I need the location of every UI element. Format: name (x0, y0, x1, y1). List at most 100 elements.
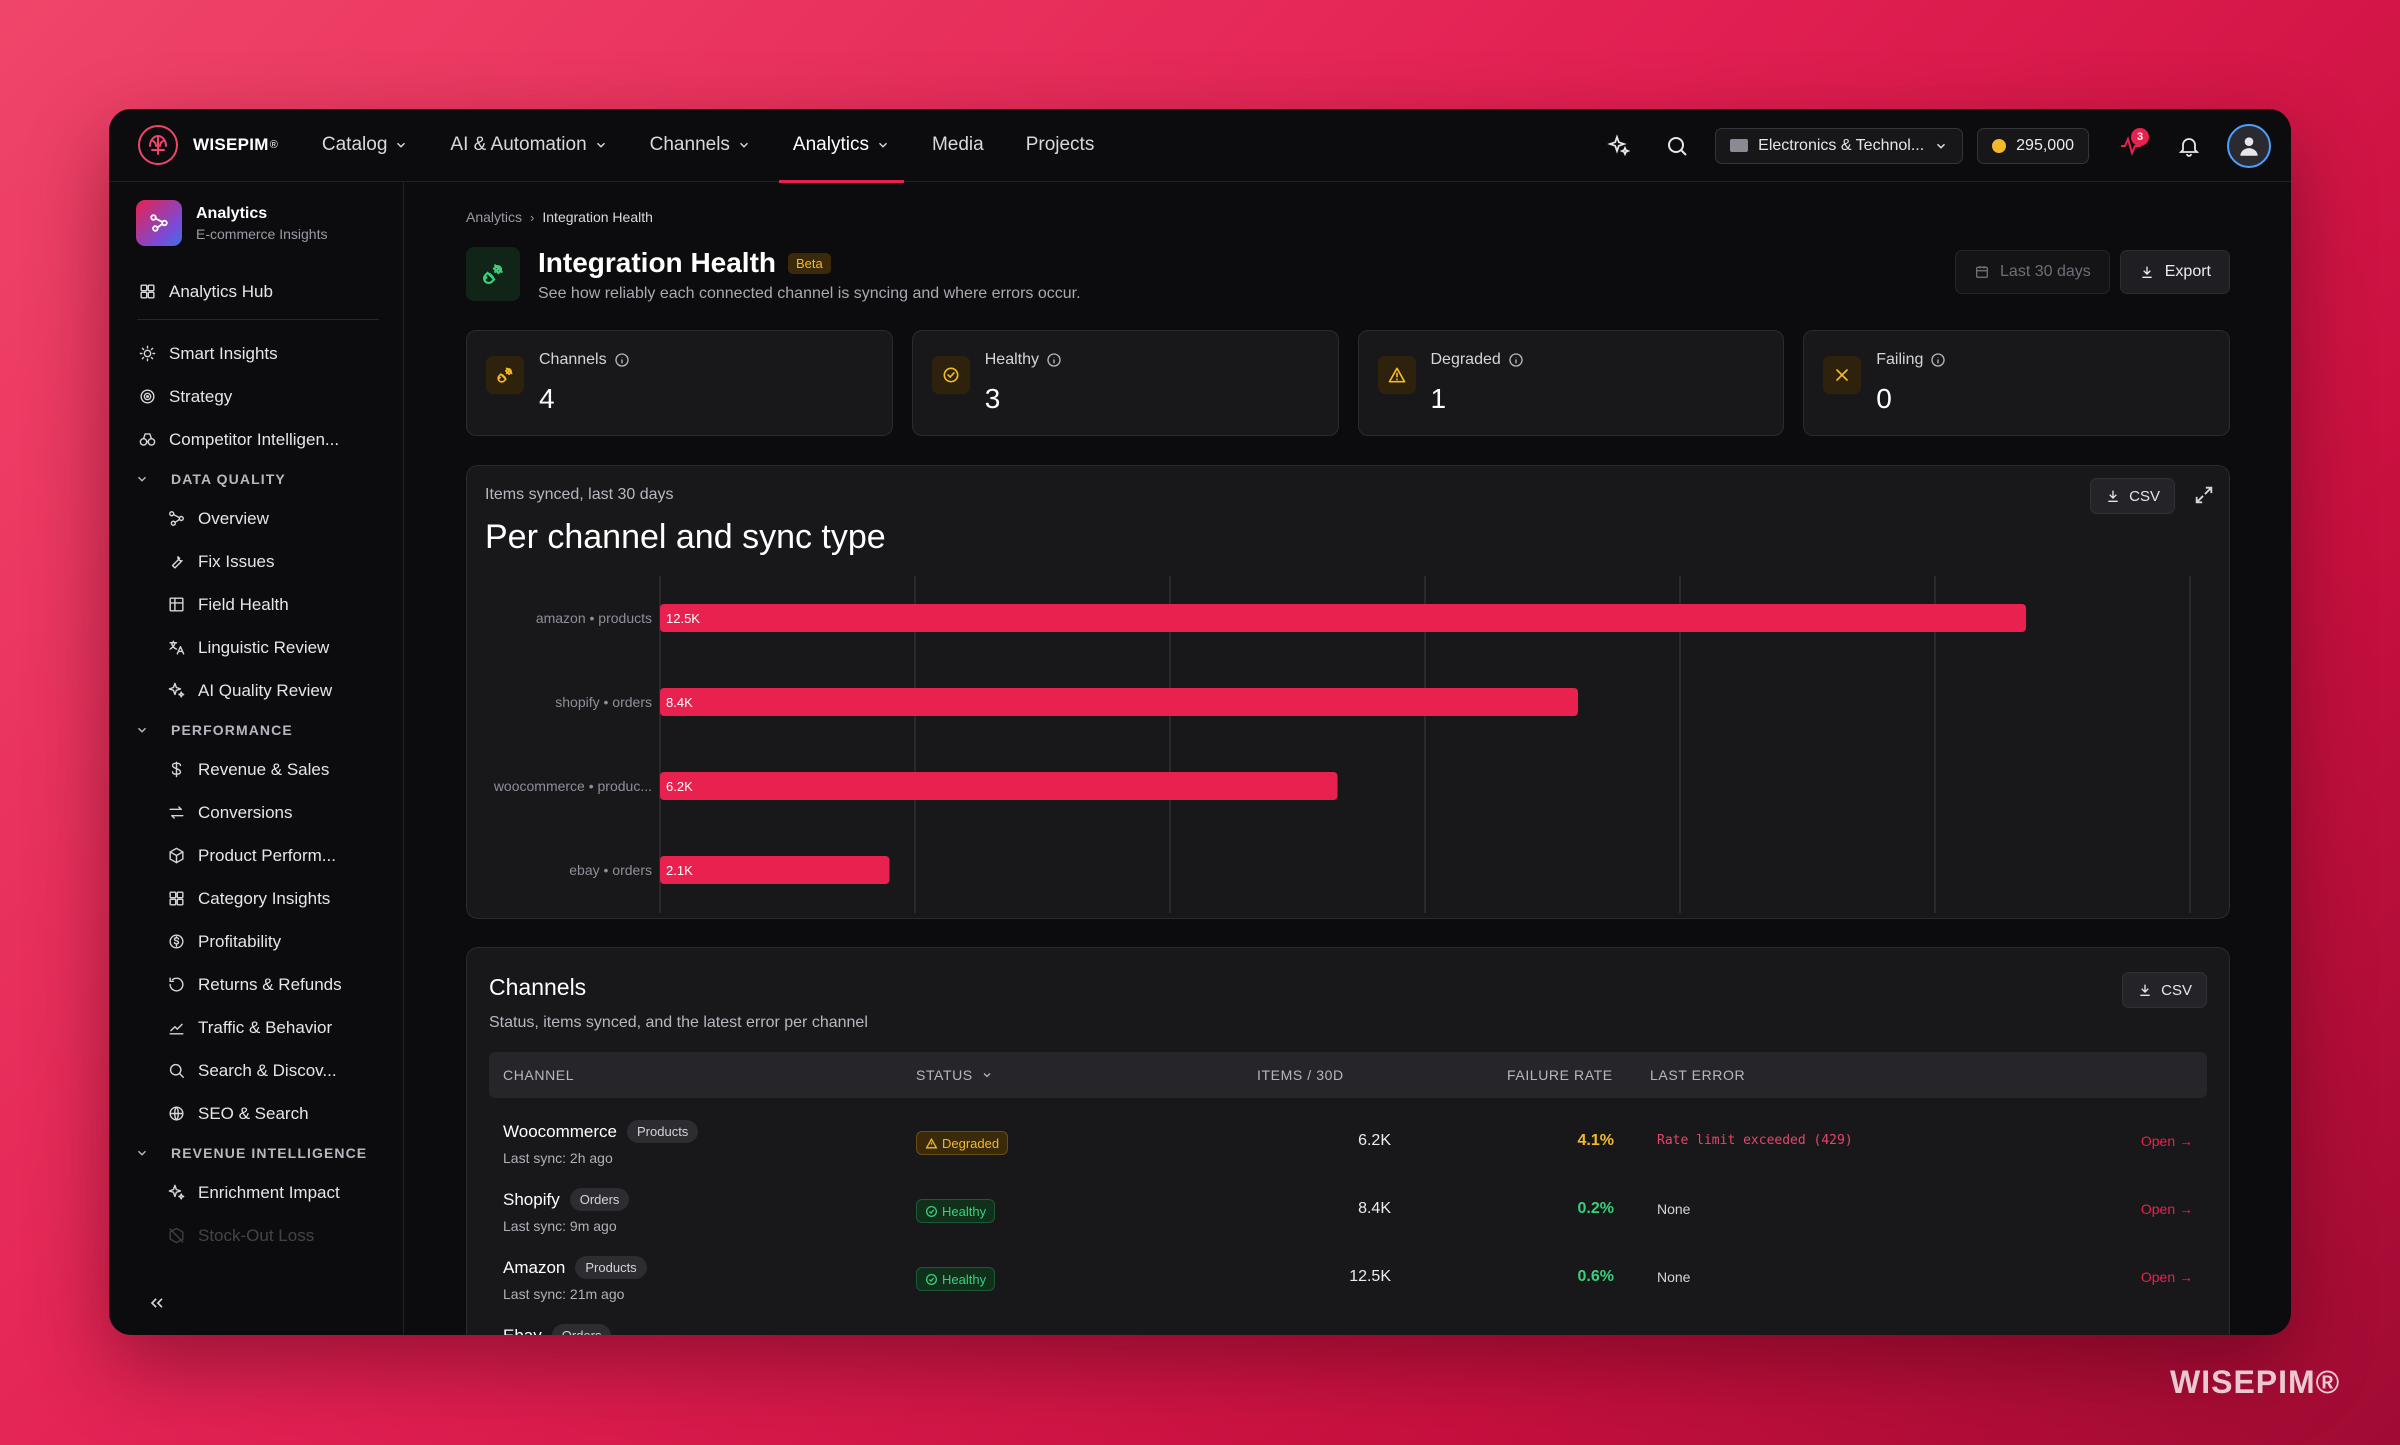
header-items[interactable]: ITEMS / 30D (1257, 1067, 1344, 1083)
swap-arrows-icon (169, 806, 184, 819)
collapse-sidebar-icon[interactable] (147, 1293, 167, 1313)
table-row[interactable]: Woocommerce Products Last sync: 2h ago Degr… (489, 1108, 2207, 1176)
credits-balance[interactable]: 295,000 (1977, 127, 2089, 164)
open-link[interactable]: Open → (2140, 1269, 2193, 1285)
bar[interactable] (660, 772, 1338, 800)
sidebar-item-conversions[interactable]: Conversions (109, 791, 403, 834)
sidebar-item-revenue-sales[interactable]: Revenue & Sales (109, 748, 403, 791)
category-label: shopify • orders (555, 694, 652, 710)
info-icon[interactable] (1046, 352, 1062, 368)
nav-item-label: Projects (1025, 134, 1095, 155)
lightbulb-icon (139, 345, 156, 362)
sidebar-item-competitor-intelligen[interactable]: Competitor Intelligen... (109, 418, 403, 461)
sidebar-item-label: Field Health (198, 594, 289, 614)
header-failure-rate[interactable]: FAILURE RATE (1507, 1067, 1613, 1083)
table-row[interactable]: EbayOrdersHealthy2.1K1.0% (489, 1312, 2207, 1335)
table-csv-button[interactable]: CSV (2122, 972, 2207, 1008)
sidebar-item-fix-issues[interactable]: Fix Issues (109, 540, 403, 583)
brand[interactable]: WISEPIM ® (137, 124, 278, 166)
failure-rate: 0.6% (1577, 1268, 1614, 1285)
items-synced: 8.4K (1358, 1200, 1391, 1217)
sidebar-item-smart-insights[interactable]: Smart Insights (109, 332, 403, 375)
sidebar-item-seo-search[interactable]: SEO & Search (109, 1092, 403, 1135)
bar[interactable] (660, 688, 1578, 716)
status-label: Healthy (942, 1203, 987, 1219)
sidebar-item-stock-out-loss[interactable]: Stock-Out Loss (109, 1214, 403, 1257)
sparkle-icon (1607, 133, 1631, 156)
export-button[interactable]: Export (2119, 250, 2230, 294)
failure-rate: 4.1% (1577, 1132, 1614, 1149)
nav-item-ai-automation[interactable]: AI & Automation (436, 109, 621, 182)
sparkle-icon (168, 682, 185, 698)
sidebar-section-data-quality[interactable]: DATA QUALITY (109, 461, 403, 497)
sidebar-item-overview[interactable]: Overview (109, 497, 403, 540)
sidebar-item-ai-quality-review[interactable]: AI Quality Review (109, 669, 403, 712)
table-row[interactable]: Amazon Products Last sync: 21m ago Healthy 1… (489, 1244, 2207, 1312)
search-button[interactable] (1657, 126, 1697, 166)
store-select[interactable]: Electronics & Technol... (1715, 127, 1964, 164)
sidebar-item-returns-refunds[interactable]: Returns & Refunds (109, 963, 403, 1006)
sidebar-section-title: REVENUE INTELLIGENCE (171, 1145, 368, 1161)
table-row[interactable]: Shopify Orders Last sync: 9m ago Healthy 8.4… (489, 1176, 2207, 1244)
sidebar-item-search-discov[interactable]: Search & Discov... (109, 1049, 403, 1092)
status-label: Healthy (942, 1271, 987, 1287)
open-link[interactable]: Open → (2140, 1201, 2193, 1217)
date-range-button[interactable]: Last 30 days (1955, 250, 2110, 294)
stat-icon-badge (1823, 356, 1862, 394)
globe-icon (169, 1106, 184, 1121)
sidebar-app-title: Analytics (196, 204, 268, 222)
open-link[interactable]: Open → (2140, 1133, 2193, 1149)
download-icon (2140, 984, 2150, 996)
nav-item-projects[interactable]: Projects (1012, 109, 1109, 182)
bar[interactable] (660, 604, 2027, 632)
nav-item-catalog[interactable]: Catalog (308, 109, 423, 182)
sidebar-section-revenue-intelligence[interactable]: REVENUE INTELLIGENCE (109, 1135, 403, 1171)
header-status[interactable]: STATUS (916, 1067, 993, 1083)
sidebar-item-analytics-hub[interactable]: Analytics Hub (109, 270, 403, 313)
sidebar-item-label: Stock-Out Loss (198, 1225, 315, 1245)
info-icon[interactable] (1508, 352, 1524, 368)
sidebar-app-subtitle: E-commerce Insights (196, 225, 328, 242)
sidebar-item-linguistic-review[interactable]: Linguistic Review (109, 626, 403, 669)
info-icon[interactable] (1930, 352, 1946, 368)
chart-csv-button[interactable]: CSV (2090, 478, 2175, 514)
chevron-down-icon (983, 1073, 991, 1078)
check-circle-icon (925, 1273, 938, 1285)
sidebar-item-strategy[interactable]: Strategy (109, 375, 403, 418)
sidebar-section-performance[interactable]: PERFORMANCE (109, 712, 403, 748)
nav-item-label: AI & Automation (450, 134, 587, 155)
stat-card-failing: Failing 0 (1803, 330, 2230, 436)
expand-icon[interactable] (2193, 484, 2215, 506)
breadcrumb-parent[interactable]: Analytics (466, 209, 523, 225)
notifications-button[interactable] (2169, 126, 2209, 166)
stat-card-channels: Channels 4 (466, 330, 893, 436)
chevron-down-icon (137, 1150, 147, 1156)
nav-item-channels[interactable]: Channels (636, 109, 765, 182)
bar[interactable] (660, 856, 890, 884)
channel-name: Amazon (503, 1257, 566, 1277)
brain-logo-icon (138, 125, 178, 165)
header-channel[interactable]: CHANNEL (503, 1067, 575, 1083)
coin-icon (169, 934, 184, 949)
sidebar-item-enrichment-impact[interactable]: Enrichment Impact (109, 1171, 403, 1214)
main-nav: Catalog AI & Automation Channels Analytics M… (308, 109, 1122, 183)
table-subtitle: Status, items synced, and the latest err… (489, 1014, 868, 1031)
analytics-app-icon (136, 200, 182, 246)
sidebar-item-label: Category Insights (198, 888, 331, 908)
sidebar-item-category-insights[interactable]: Category Insights (109, 877, 403, 920)
nav-item-analytics[interactable]: Analytics (778, 109, 904, 183)
sidebar-item-traffic-behavior[interactable]: Traffic & Behavior (109, 1006, 403, 1049)
sidebar-item-field-health[interactable]: Field Health (109, 583, 403, 626)
sidebar-section-title: PERFORMANCE (171, 722, 293, 738)
sidebar-item-profitability[interactable]: Profitability (109, 920, 403, 963)
ai-sparkle-button[interactable] (1599, 126, 1639, 166)
user-avatar[interactable] (2227, 123, 2271, 168)
category-label: amazon • products (536, 610, 652, 626)
sidebar-item-label: SEO & Search (198, 1103, 309, 1123)
header-last-error[interactable]: LAST ERROR (1650, 1067, 1746, 1083)
info-icon[interactable] (614, 352, 630, 368)
sidebar-item-product-perform[interactable]: Product Perform... (109, 834, 403, 877)
activity-button[interactable]: 3 (2111, 126, 2151, 166)
nav-item-media[interactable]: Media (918, 109, 998, 182)
channel-name: Ebay (503, 1325, 542, 1336)
